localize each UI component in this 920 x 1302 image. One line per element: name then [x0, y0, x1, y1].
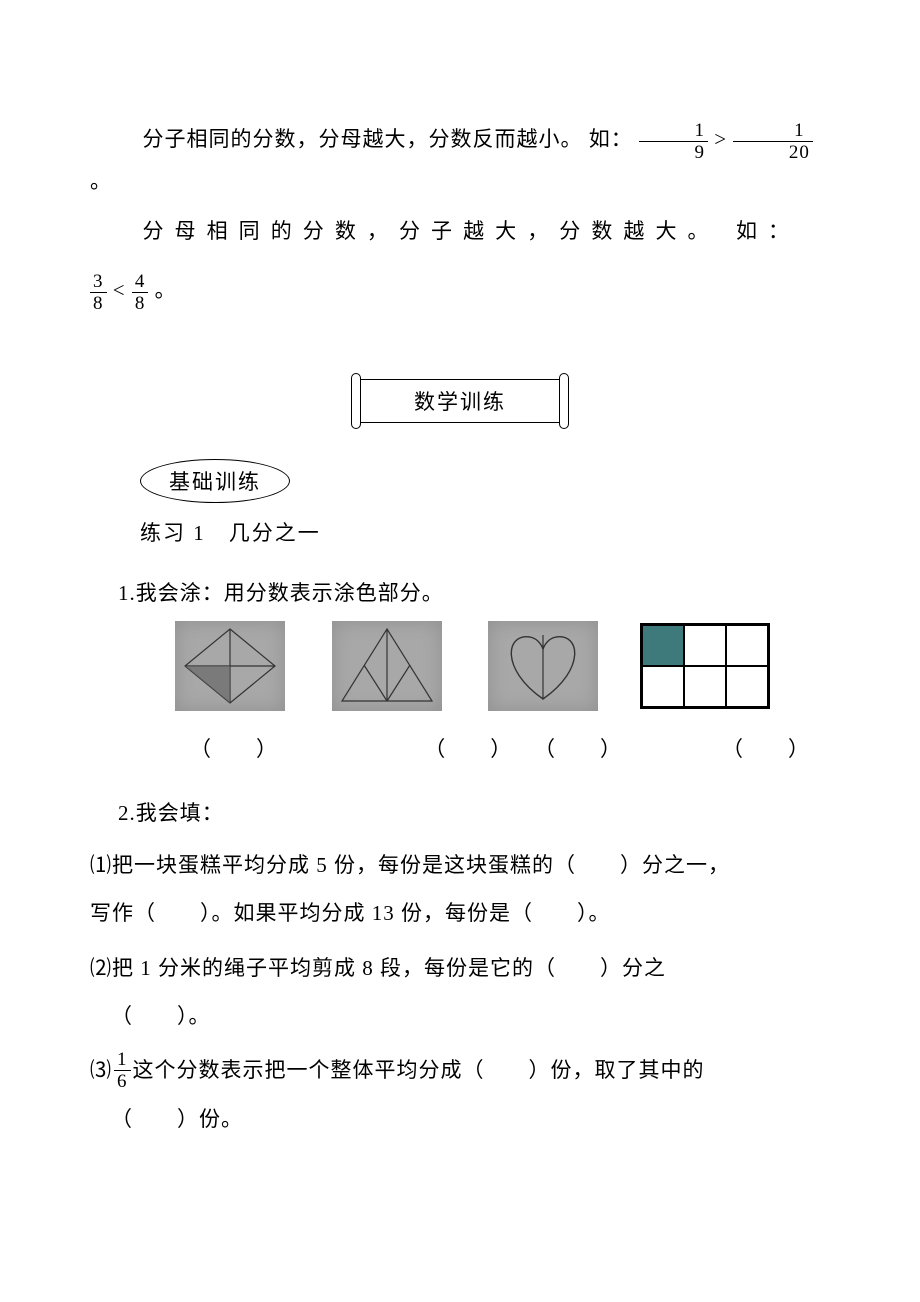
banner-label: 数学训练 — [353, 379, 567, 423]
q2-title: 2.我会填： — [118, 797, 830, 827]
q1-shape-triangle — [332, 621, 442, 711]
q1-blank-1: （ ） — [190, 733, 278, 763]
scroll-banner: 数学训练 — [335, 373, 585, 429]
q2-p3a: ⑶ — [90, 1046, 112, 1094]
frac-3-8: 38 — [90, 272, 107, 313]
lt-sign: < — [113, 278, 132, 302]
frac-1-20: 120 — [733, 121, 813, 162]
intro-line-3: 38 < 48 。 — [90, 271, 830, 313]
gt-sign: > — [714, 127, 733, 151]
intro-period-2: 。 — [155, 278, 177, 302]
scroll-roll-left-icon — [351, 373, 361, 429]
q1-img-4 — [640, 621, 770, 711]
q2-p2a: ⑵把 1 分米的绳子平均剪成 8 段，每份是它的（ ）分之 — [90, 944, 830, 992]
grid-cell — [684, 625, 726, 666]
q2-p3c: （ ）份。 — [90, 1095, 830, 1143]
intro-line-2-suffix: 如： — [736, 219, 790, 243]
q1-shape-diamond — [175, 621, 285, 711]
q1-title: 1.我会涂：用分数表示涂色部分。 — [118, 577, 830, 607]
intro-line-1-prefix: 分子相同的分数，分母越大，分数反而越小。 如： — [143, 127, 633, 151]
frac-1-6: 16 — [114, 1050, 131, 1091]
q1-blank-3: （ ） — [534, 733, 622, 763]
grid-cell-shaded — [642, 625, 684, 666]
q1-img-3 — [483, 621, 603, 711]
grid-cell — [642, 666, 684, 707]
intro-line-1: 分子相同的分数，分母越大，分数反而越小。 如： 19 > 120 。 — [90, 120, 830, 202]
frac-4-8: 48 — [132, 272, 149, 313]
oval-label: 基础训练 — [140, 459, 290, 503]
q1-images-row — [90, 621, 830, 711]
q1-blank-4: （ ） — [722, 733, 810, 763]
q2-p3b: 这个分数表示把一个整体平均分成（ ）份，取了其中的 — [133, 1046, 705, 1094]
q1-img-1 — [170, 621, 290, 711]
intro-line-2: 分母相同的分数，分子越大，分数越大。 如： — [90, 212, 790, 252]
q1-shape-heart — [488, 621, 598, 711]
frac-1-9: 19 — [639, 121, 708, 162]
q2-p3-line1: ⑶ 16 这个分数表示把一个整体平均分成（ ）份，取了其中的 — [90, 1046, 830, 1094]
q2-p2b: （ ）。 — [90, 992, 830, 1040]
intro-period: 。 — [90, 169, 112, 193]
grid-cell — [726, 625, 768, 666]
intro-line-2-prefix: 分母相同的分数，分子越大，分数越大。 — [143, 219, 720, 243]
scroll-roll-right-icon — [559, 373, 569, 429]
q2-p1a: ⑴把一块蛋糕平均分成 5 份，每份是这块蛋糕的（ ）分之一， — [90, 841, 830, 889]
q1-shape-grid — [640, 623, 770, 709]
q2-p1b: 写作（ ）。如果平均分成 13 份，每份是（ ）。 — [90, 889, 830, 937]
q1-img-2 — [327, 621, 447, 711]
q1-blanks-row: （ ） （ ） （ ） （ ） — [90, 733, 830, 763]
q1-blank-2: （ ） — [424, 733, 512, 763]
grid-cell — [684, 666, 726, 707]
practice-title: 练习 1 几分之一 — [140, 517, 830, 547]
grid-cell — [726, 666, 768, 707]
